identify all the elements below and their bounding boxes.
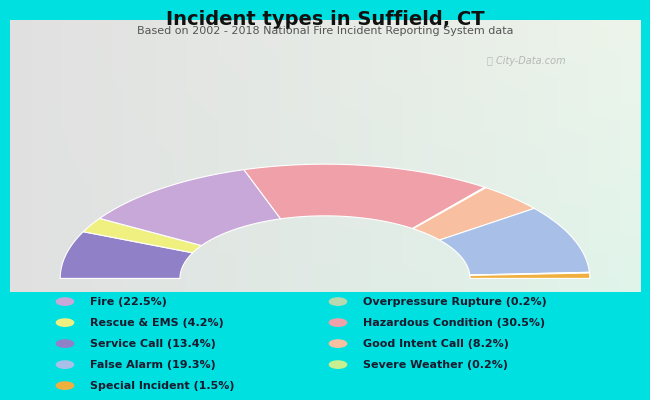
Text: Special Incident (1.5%): Special Incident (1.5%) (90, 381, 234, 390)
Text: Fire (22.5%): Fire (22.5%) (90, 297, 166, 306)
Text: Based on 2002 - 2018 National Fire Incident Reporting System data: Based on 2002 - 2018 National Fire Incid… (136, 26, 514, 36)
Ellipse shape (57, 382, 73, 389)
Text: Good Intent Call (8.2%): Good Intent Call (8.2%) (363, 338, 508, 348)
Text: Hazardous Condition (30.5%): Hazardous Condition (30.5%) (363, 318, 545, 328)
Text: Severe Weather (0.2%): Severe Weather (0.2%) (363, 360, 508, 370)
Ellipse shape (330, 298, 346, 305)
Ellipse shape (330, 340, 346, 347)
Ellipse shape (57, 298, 73, 305)
Polygon shape (99, 170, 281, 246)
Polygon shape (83, 218, 202, 253)
Polygon shape (413, 188, 534, 240)
Text: Incident types in Suffield, CT: Incident types in Suffield, CT (166, 10, 484, 29)
Ellipse shape (57, 319, 73, 326)
Polygon shape (413, 187, 486, 229)
Polygon shape (470, 272, 590, 276)
Polygon shape (439, 208, 590, 275)
Text: Rescue & EMS (4.2%): Rescue & EMS (4.2%) (90, 318, 224, 328)
Text: ⓘ City-Data.com: ⓘ City-Data.com (488, 56, 566, 66)
Ellipse shape (330, 319, 346, 326)
Ellipse shape (57, 340, 73, 347)
Polygon shape (60, 232, 192, 278)
Text: Overpressure Rupture (0.2%): Overpressure Rupture (0.2%) (363, 297, 547, 306)
Text: Service Call (13.4%): Service Call (13.4%) (90, 338, 216, 348)
Ellipse shape (330, 361, 346, 368)
Polygon shape (244, 164, 485, 228)
Ellipse shape (57, 361, 73, 368)
Text: False Alarm (19.3%): False Alarm (19.3%) (90, 360, 215, 370)
Polygon shape (470, 273, 590, 278)
